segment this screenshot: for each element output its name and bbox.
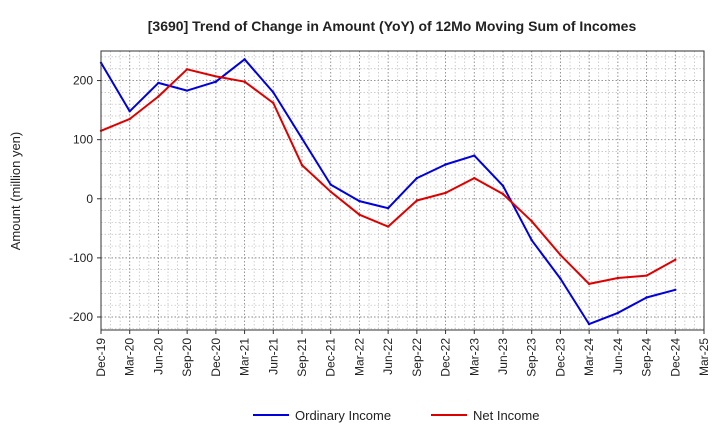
series-1-point [473, 176, 476, 180]
x-tick-label: Sep-23 [525, 338, 539, 377]
x-tick-label: Jun-23 [496, 338, 510, 375]
series-0-point [674, 288, 677, 291]
series-0-point [559, 277, 562, 280]
chart-title: [3690] Trend of Change in Amount (YoY) o… [148, 18, 637, 34]
x-tick-label: Sep-21 [295, 338, 309, 377]
series-1-point [300, 163, 304, 167]
x-tick-label: Jun-22 [381, 338, 395, 375]
series-0-point [243, 58, 246, 61]
series-1-point [386, 225, 390, 228]
y-axis-label: Amount (million yen) [8, 132, 23, 251]
x-tick-label: Mar-21 [238, 338, 252, 376]
series-0-point [185, 89, 189, 92]
x-tick-label: Dec-19 [94, 338, 108, 377]
series-1-point [415, 199, 419, 202]
series-1-point [444, 191, 447, 195]
y-tick-label: 100 [73, 133, 93, 147]
x-tick-label: Sep-20 [180, 338, 194, 377]
x-tick-label: Mar-24 [582, 338, 596, 376]
series-0-point [157, 81, 160, 85]
series-0-point [128, 110, 131, 113]
legend: Ordinary Income Net Income [253, 408, 539, 423]
series-0-point [386, 207, 390, 210]
x-tick-label: Dec-20 [209, 338, 223, 377]
series-0-point [473, 154, 476, 157]
series-1-point [616, 276, 620, 280]
series-1-point [645, 274, 648, 277]
series-1-point [329, 190, 332, 193]
series-0-point [444, 163, 447, 166]
y-tick-label: -100 [69, 251, 93, 265]
x-tick-label: Dec-23 [553, 338, 567, 377]
series-1-point [243, 80, 246, 83]
series-1-point [674, 258, 677, 261]
y-tick-label: 0 [86, 192, 93, 206]
series-1-point [530, 220, 533, 223]
series-0-point [616, 311, 620, 315]
x-tick-label: Jun-20 [151, 338, 165, 375]
x-tick-label: Jun-24 [611, 338, 625, 375]
x-tick-label: Mar-20 [123, 338, 137, 376]
x-tick-label: Sep-22 [410, 338, 424, 377]
legend-label-1: Net Income [473, 408, 539, 423]
legend-label-0: Ordinary Income [295, 408, 391, 423]
series-1-point [587, 282, 591, 286]
x-tick-label: Mar-23 [467, 338, 481, 376]
series-0-point [214, 80, 218, 83]
grid [101, 51, 704, 330]
series-0-point [415, 176, 419, 180]
plot-frame [100, 50, 705, 331]
series-0-point [587, 322, 591, 326]
x-tick-label: Sep-24 [640, 338, 654, 377]
x-tick-label: Dec-24 [668, 338, 682, 377]
series-1-point [358, 213, 361, 216]
x-tick-label: Mar-22 [352, 338, 366, 376]
series-0-point [530, 239, 533, 242]
series-1-point [157, 95, 160, 98]
y-tick-label: 200 [73, 74, 93, 88]
x-tick-label: Mar-25 [697, 338, 711, 376]
y-tick-label: -200 [69, 310, 93, 324]
x-tick-label: Dec-22 [439, 338, 453, 377]
x-tick-label: Dec-21 [324, 338, 338, 377]
series-1-point [214, 75, 218, 78]
series-1-point [128, 117, 131, 121]
series-0-point [645, 296, 648, 299]
series-0-point [329, 183, 332, 186]
series-1-point [501, 192, 505, 196]
y-axis-ticks: -200 -100 0 100 200 [69, 74, 101, 324]
series-1-point [559, 253, 562, 257]
series-layer [99, 58, 677, 326]
series-0-point [300, 137, 304, 140]
series-0-point [501, 184, 505, 187]
x-tick-label: Jun-21 [266, 338, 280, 375]
series-0-point [358, 199, 361, 203]
x-axis-ticks: Dec-19 Mar-20 Jun-20 Sep-20 Dec-20 Mar-21 Jun-… [94, 330, 711, 377]
series-0-point [272, 91, 275, 94]
series-1-point [272, 101, 275, 105]
series-1-point [185, 68, 189, 71]
